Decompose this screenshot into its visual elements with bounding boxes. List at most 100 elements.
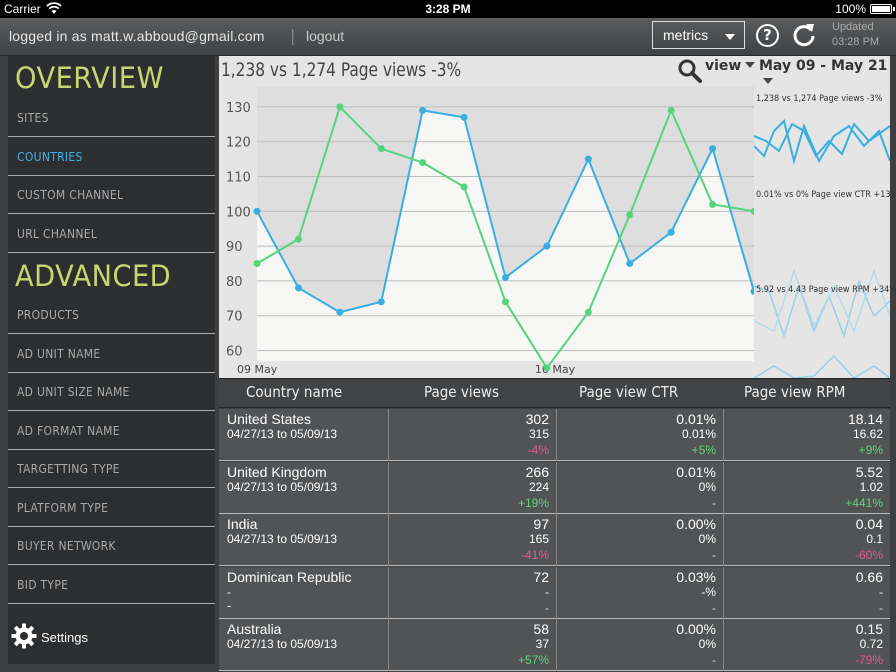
y-tick-label: 60: [226, 345, 243, 360]
table-row[interactable]: Dominican Republic - -72- -0.03% -% -0.66- -: [219, 566, 890, 619]
sidebar-item-ad-unit-name[interactable]: AD UNIT NAME: [8, 335, 215, 373]
current-value: 0.15: [855, 621, 883, 637]
current-value: 0.04: [855, 516, 883, 532]
mini-charts[interactable]: 1,238 vs 1,274 Page views -3% 0.01% vs 0…: [753, 86, 896, 379]
current-value: 0.66: [855, 568, 883, 585]
overview-heading: OVERVIEW: [15, 61, 164, 95]
date-range-dropdown[interactable]: May 09 - May 21: [759, 58, 890, 90]
updated-label: Updated: [832, 21, 874, 33]
current-value: 5.52: [855, 463, 883, 480]
country-name: Dominican Republic: [227, 568, 352, 585]
header-country[interactable]: Country name: [246, 383, 343, 401]
settings-button[interactable]: Settings: [8, 610, 215, 664]
previous-value: 0.1: [866, 532, 883, 546]
sidebar-item-buyer-network[interactable]: BUYER NETWORK: [8, 527, 215, 565]
current-value: 266: [525, 463, 549, 480]
header-ctr[interactable]: Page view CTR: [579, 383, 679, 401]
refresh-icon[interactable]: [790, 21, 818, 49]
date-range-2: -: [227, 598, 232, 613]
sidebar-item-countries[interactable]: COUNTRIES: [8, 138, 215, 176]
sidebar-item-url-channel[interactable]: URL CHANNEL: [8, 215, 215, 253]
table-row[interactable]: United Kingdom 04/27/13 to 05/09/13 266 224…: [219, 461, 890, 514]
current-value: 72: [533, 568, 549, 585]
data-point: [584, 308, 592, 316]
cell-ctr: 0.00% 0% -: [557, 514, 724, 566]
login-status: logged in as matt.w.abboud@gmail.com: [9, 28, 265, 44]
change-value: -: [879, 600, 883, 615]
series-area-fill: [257, 110, 754, 361]
current-value: 18.14: [847, 411, 883, 427]
data-point: [336, 103, 344, 111]
sidebar-item-products[interactable]: PRODUCTS: [8, 296, 215, 334]
gear-icon: [11, 623, 37, 649]
previous-value: 0%: [698, 637, 716, 651]
cell-pv: 58 37 +57%: [389, 619, 557, 671]
chevron-down-icon: [745, 62, 756, 68]
data-point: [502, 298, 509, 306]
data-point: [667, 228, 675, 236]
battery-icon: [870, 4, 895, 14]
chart-panel: 60 70 80 90 100 110 120 130 09 May 16 May 1,238 v…: [219, 56, 896, 379]
data-point: [253, 207, 261, 215]
sidebar-item-platform-type[interactable]: PLATFORM TYPE: [8, 489, 215, 527]
change-value: +19%: [517, 495, 549, 510]
table-row[interactable]: Australia 04/27/13 to 05/09/13 58 37 +57% 0.0…: [219, 619, 890, 671]
data-point: [460, 113, 468, 121]
wifi-icon: [46, 2, 62, 14]
sidebar-item-bid-type[interactable]: BID TYPE: [8, 566, 215, 604]
sidebar-item-targetting-type[interactable]: TARGETTING TYPE: [8, 450, 215, 488]
cell-ctr: 0.00% 0% -: [557, 619, 724, 671]
sidebar-item-ad-unit-size-name[interactable]: AD UNIT SIZE NAME: [8, 373, 215, 411]
battery-percent: 100%: [835, 2, 866, 16]
chevron-down-icon: [763, 78, 773, 84]
help-icon[interactable]: ?: [756, 24, 779, 47]
cell-rpm: 0.15 0.72 -79%: [724, 619, 890, 671]
cell-country: United Kingdom 04/27/13 to 05/09/13: [219, 461, 389, 514]
header-rpm[interactable]: Page view RPM: [744, 383, 846, 401]
current-value: 0.03%: [676, 568, 716, 585]
logout-link[interactable]: logout: [306, 28, 345, 44]
previous-value: 0%: [698, 532, 716, 546]
header-pageviews[interactable]: Page views: [424, 383, 499, 401]
table-row[interactable]: United States 04/27/13 to 05/09/13 302 315 -…: [219, 409, 890, 461]
data-point: [377, 298, 385, 306]
settings-label: Settings: [41, 630, 88, 645]
current-value: 0.00%: [676, 516, 716, 532]
sidebar: OVERVIEW SITES COUNTRIES CUSTOM CHANNEL URL…: [8, 56, 215, 664]
country-name: United Kingdom: [227, 463, 327, 480]
sidebar-item-sites[interactable]: SITES: [8, 99, 215, 137]
search-icon[interactable]: [677, 58, 703, 84]
advanced-heading: ADVANCED: [15, 259, 172, 293]
data-point: [460, 183, 468, 191]
country-name: Australia: [227, 621, 282, 637]
table-row[interactable]: India 04/27/13 to 05/09/13 97 165 -41% 0.00% 0…: [219, 514, 890, 566]
data-point: [419, 106, 427, 114]
previous-value: 0%: [698, 479, 716, 494]
cell-ctr: 0.01% 0.01% +5%: [557, 409, 724, 461]
updated-timestamp: Updated 03:28 PM: [832, 20, 879, 50]
data-point: [253, 260, 261, 268]
data-point: [336, 308, 344, 316]
previous-value: 315: [528, 427, 549, 441]
cell-country: India 04/27/13 to 05/09/13: [219, 514, 389, 566]
sidebar-item-custom-channel[interactable]: CUSTOM CHANNEL: [8, 176, 215, 214]
previous-value: 0.72: [859, 637, 883, 651]
y-tick-label: 100: [226, 205, 251, 220]
cell-pv: 302 315 -4%: [389, 409, 557, 461]
view-dropdown[interactable]: view: [705, 58, 756, 74]
cell-rpm: 5.52 1.02 +441%: [724, 462, 890, 514]
metrics-dropdown[interactable]: metrics: [652, 21, 745, 49]
change-value: -79%: [854, 653, 883, 667]
sidebar-item-ad-format-name[interactable]: AD FORMAT NAME: [8, 412, 215, 450]
current-value: 97: [533, 516, 549, 532]
mini-sparklines: [753, 119, 891, 379]
mini-sparkline-1b: [753, 122, 891, 158]
change-value: -41%: [520, 548, 549, 562]
metrics-label: metrics: [663, 27, 709, 43]
data-point: [294, 284, 302, 292]
data-point: [626, 260, 634, 268]
mini-label-pageviews: 1,238 vs 1,274 Page views -3%: [756, 94, 883, 104]
mini-label-ctr: 0.01% vs 0% Page view CTR +131%: [756, 190, 896, 200]
y-tick-label: 70: [226, 310, 243, 325]
previous-value: 0.01%: [681, 427, 716, 441]
